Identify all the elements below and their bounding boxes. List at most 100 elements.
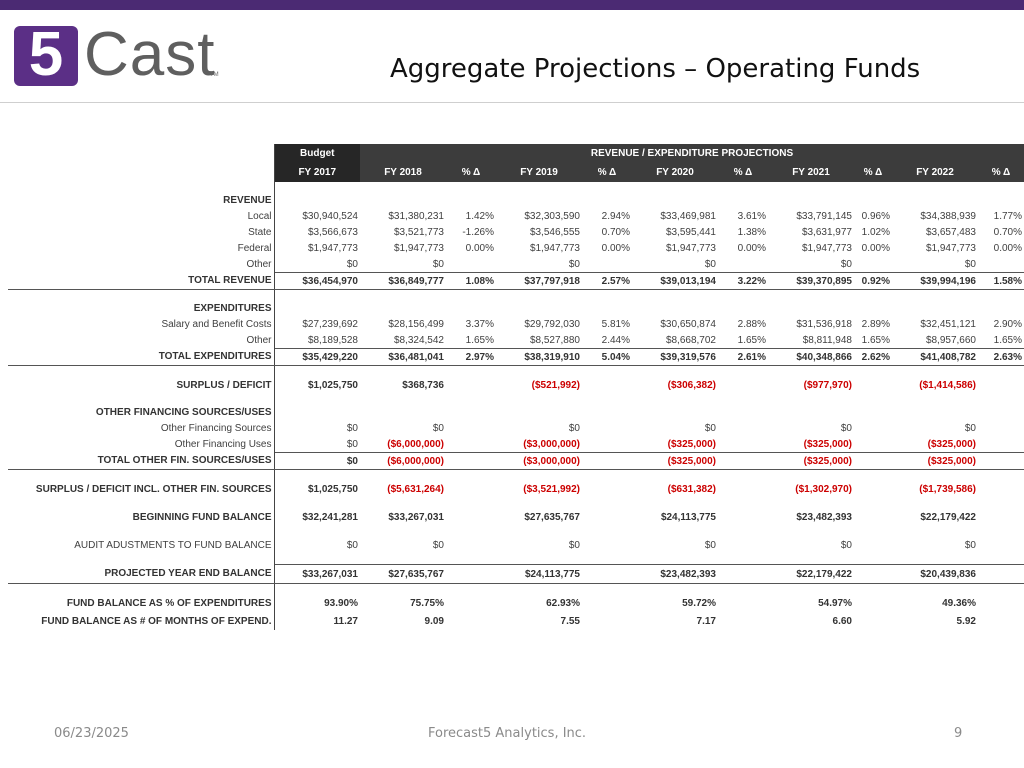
table-row: AUDIT ADUSTMENTS TO FUND BALANCE $0 $0 $0 $0… — [8, 536, 1024, 554]
percent-change-cell: $8,957,660 — [925, 334, 976, 346]
amount-cell: 1.65% — [465, 334, 494, 346]
table-row: Local $30,940,524 $31,380,231 1.42% $32,303,… — [8, 208, 1024, 224]
amount-cell: 0.70% — [993, 226, 1022, 238]
percent-change-cell: $0 — [432, 422, 444, 434]
percent-change-cell: $0 — [568, 422, 580, 434]
column-header: % Δ — [978, 163, 1024, 182]
amount-cell: $0 — [346, 258, 358, 270]
table-row: Other Financing Uses $0 ($6,000,000) ($3,00… — [8, 436, 1024, 453]
amount-cell — [582, 452, 632, 470]
header-row-top: Budget REVENUE / EXPENDITURE PROJECTIONS — [8, 144, 1024, 163]
row-label: Federal — [8, 240, 275, 256]
amount-cell — [978, 508, 1024, 526]
row-label: PROJECTED YEAR END BALANCE — [8, 564, 275, 584]
percent-change-cell: 9.09 — [424, 615, 444, 627]
amount-cell — [854, 480, 892, 498]
amount-cell: 2.97% — [446, 348, 496, 366]
amount-cell — [446, 564, 496, 584]
percent-change-cell: $24,113,775 — [660, 511, 716, 523]
amount-cell: 1.38% — [737, 226, 766, 238]
amount-cell: 2.88% — [737, 318, 766, 330]
percent-change-cell: 75.75% — [410, 597, 444, 609]
amount-cell: 1.42% — [465, 210, 494, 222]
percent-change-cell: ($6,000,000) — [360, 452, 446, 470]
percent-change-cell: 59.72% — [682, 597, 716, 609]
percent-change-cell: $1,947,773 — [393, 242, 444, 254]
amount-cell: 11.27 — [333, 615, 358, 627]
percent-change-cell: $3,521,773 — [393, 226, 444, 238]
row-label: Salary and Benefit Costs — [8, 316, 275, 332]
percent-change-cell: $8,811,948 — [802, 334, 852, 346]
table-row: TOTAL EXPENDITURES $35,429,220 $36,481,041… — [8, 348, 1024, 366]
percent-change-cell: ($3,000,000) — [523, 438, 580, 450]
row-label: Local — [8, 208, 275, 224]
amount-cell — [978, 436, 1024, 453]
amount-cell — [854, 508, 892, 526]
amount-cell: 2.94% — [601, 210, 630, 222]
percent-change-cell: $1,947,773 — [925, 242, 976, 254]
amount-cell: 3.61% — [737, 210, 766, 222]
table-row: Federal $1,947,773 $1,947,773 0.00% $1,947,7… — [8, 240, 1024, 256]
company-logo: 5 Cast TM — [14, 20, 224, 96]
amount-cell — [854, 612, 892, 630]
amount-cell: $1,025,750 — [307, 483, 358, 495]
percent-change-cell: $0 — [568, 539, 580, 551]
slide-header: 5 Cast TM Aggregate Projections – Operat… — [0, 10, 1024, 103]
amount-cell: 3.37% — [465, 318, 494, 330]
column-header: FY 2019 — [496, 163, 582, 182]
table-row: SURPLUS / DEFICIT $1,025,750 $368,736 ($521… — [8, 376, 1024, 394]
section-header-row: EXPENDITURES — [8, 300, 1024, 316]
amount-cell — [718, 536, 768, 554]
percent-change-cell: $1,947,773 — [529, 242, 580, 254]
row-label: Other — [8, 256, 275, 273]
percent-change-cell: ($325,000) — [632, 452, 718, 470]
percent-change-cell: $0 — [964, 258, 976, 270]
percent-change-cell: $0 — [964, 539, 976, 551]
percent-change-cell: 54.97% — [818, 597, 852, 609]
percent-change-cell: $8,527,880 — [529, 334, 580, 346]
section-header-row: OTHER FINANCING SOURCES/USES — [8, 404, 1024, 420]
spacer-row — [8, 526, 1024, 536]
budget-header: Budget — [274, 144, 360, 163]
amount-cell — [718, 508, 768, 526]
percent-change-cell: $27,635,767 — [524, 511, 580, 523]
row-label: TOTAL EXPENDITURES — [8, 348, 275, 366]
percent-change-cell: $37,797,918 — [496, 272, 582, 290]
percent-change-cell: ($1,302,970) — [795, 483, 852, 495]
row-label: Other Financing Uses — [8, 436, 275, 453]
amount-cell: 1.65% — [993, 334, 1022, 346]
column-header: % Δ — [582, 163, 632, 182]
row-label: BEGINNING FUND BALANCE — [8, 508, 275, 526]
percent-change-cell: $3,631,977 — [801, 226, 852, 238]
column-header: FY 2018 — [360, 163, 446, 182]
table-row: BEGINNING FUND BALANCE $32,241,281 $33,267… — [8, 508, 1024, 526]
amount-cell — [718, 436, 768, 453]
amount-cell: 5.81% — [601, 318, 630, 330]
percent-change-cell: $41,408,782 — [892, 348, 978, 366]
table-row: Other $0 $0 $0 $0 $0 $0 — [8, 256, 1024, 273]
percent-change-cell: $33,469,981 — [660, 210, 716, 222]
percent-change-cell: $20,439,836 — [892, 564, 978, 584]
percent-change-cell: ($325,000) — [892, 452, 978, 470]
percent-change-cell: $31,536,918 — [796, 318, 852, 330]
section-header-row: REVENUE — [8, 192, 1024, 208]
amount-cell — [718, 564, 768, 584]
amount-cell: 5.04% — [582, 348, 632, 366]
percent-change-cell: $30,650,874 — [660, 318, 716, 330]
top-accent-bar — [0, 0, 1024, 10]
amount-cell — [854, 376, 892, 394]
amount-cell: 2.57% — [582, 272, 632, 290]
percent-change-cell: ($325,000) — [927, 438, 976, 450]
percent-change-cell: 7.55 — [560, 615, 580, 627]
amount-cell: 2.90% — [993, 318, 1022, 330]
amount-cell: 93.90% — [324, 597, 358, 609]
amount-cell — [978, 594, 1024, 612]
amount-cell: $8,189,528 — [307, 334, 358, 346]
percent-change-cell: $39,994,196 — [892, 272, 978, 290]
row-label: SURPLUS / DEFICIT INCL. OTHER FIN. SOURC… — [8, 480, 275, 498]
percent-change-cell: $368,736 — [402, 379, 444, 391]
column-header: % Δ — [718, 163, 768, 182]
percent-change-cell: ($306,382) — [667, 379, 716, 391]
page-number: 9 — [954, 726, 963, 741]
logo-wordmark: Cast — [84, 20, 216, 89]
